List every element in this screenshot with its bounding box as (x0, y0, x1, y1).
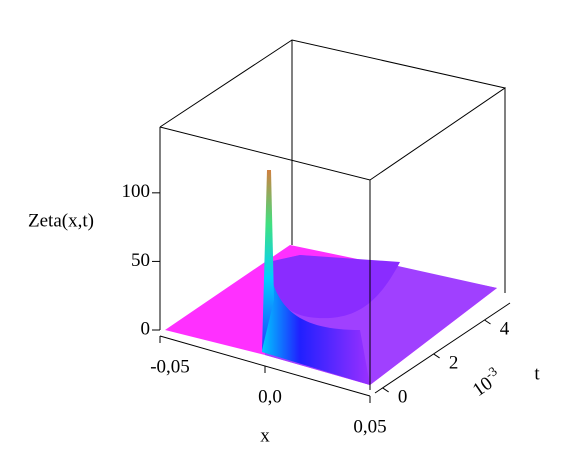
t-tick-label: 4 (500, 318, 510, 339)
t-tick (484, 319, 491, 325)
t-tick (433, 353, 440, 359)
z-axis-label: Zeta(x,t) (28, 210, 94, 231)
z-tick-label: 50 (131, 250, 150, 271)
t-tick (382, 387, 389, 393)
t-axis-label: t (534, 363, 540, 384)
x-tick-label: 0,0 (258, 386, 282, 407)
surface (165, 170, 497, 385)
z-tick-label: 0 (141, 318, 151, 339)
plot-box (159, 87, 506, 390)
t-tick-label: 2 (449, 352, 459, 373)
t-tick-label: 0 (398, 386, 408, 407)
t-scale: 10-3 (467, 363, 506, 401)
x-tick-label: -0,05 (150, 356, 190, 377)
x-axis-label: x (260, 425, 270, 446)
t-axis (374, 302, 511, 394)
plot-box (159, 39, 506, 330)
x-axis (159, 335, 371, 397)
axes: -0,05 0,0 0,05 0 2 4 0 50 100 (122, 181, 511, 437)
x-tick-label: 0,05 (353, 416, 386, 437)
z-tick-label: 100 (122, 181, 151, 202)
